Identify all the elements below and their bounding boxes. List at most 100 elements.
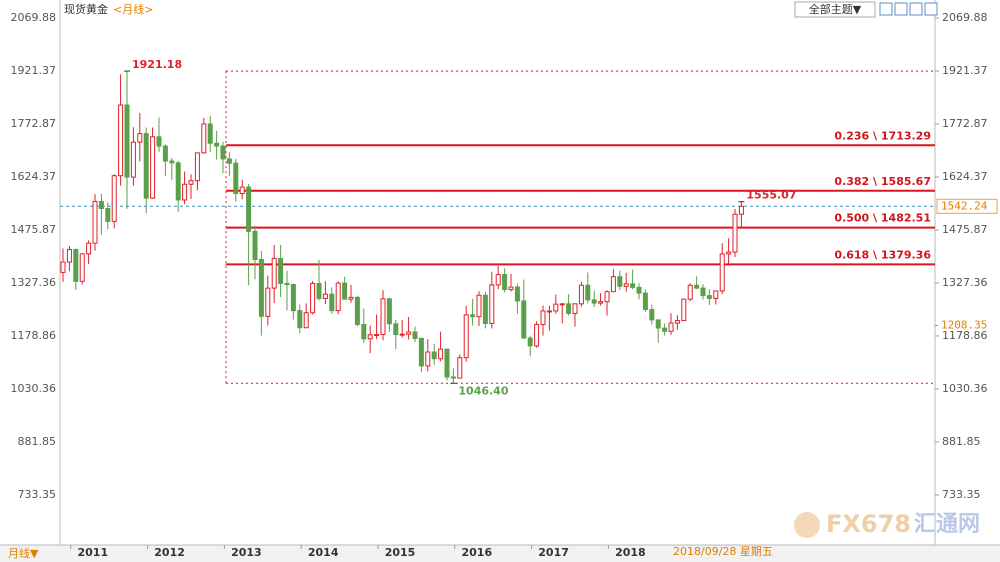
candle-body <box>470 314 476 318</box>
y2-tick-label: 1921.37 <box>942 64 988 77</box>
candle-body <box>572 303 578 314</box>
candle-body <box>258 259 264 317</box>
candle-body <box>591 299 597 304</box>
candle-body <box>476 294 482 318</box>
candle-body <box>431 351 437 360</box>
candle-body <box>66 249 72 263</box>
candle-body <box>553 303 559 312</box>
candle-body <box>489 284 495 324</box>
watermark-name: 汇通网 <box>914 512 980 537</box>
candle-body <box>354 296 360 326</box>
y2-tick-label: 1030.36 <box>942 382 988 395</box>
candle-body <box>322 293 328 299</box>
theme-button[interactable] <box>794 1 876 18</box>
y2-tick-label: 1624.37 <box>942 170 988 183</box>
candle-body <box>105 208 111 222</box>
candle-body <box>700 287 706 297</box>
watermark-logo <box>794 512 820 538</box>
candle-body <box>86 242 92 255</box>
candle-body <box>194 152 200 182</box>
candle-body <box>310 282 316 314</box>
candle-body <box>617 276 623 287</box>
candle-body <box>361 324 367 340</box>
candle-body <box>694 284 700 289</box>
y-tick-label: 1624.37 <box>11 170 57 183</box>
candle-body <box>463 314 469 359</box>
y-tick-label: 1327.36 <box>11 276 57 289</box>
candle-body <box>534 324 540 347</box>
candle-body <box>335 282 341 312</box>
fib-label: 0.500 \ 1482.51 <box>834 212 931 225</box>
candle-body <box>399 333 405 336</box>
candle-body <box>386 298 392 325</box>
y-tick-label: 1030.36 <box>11 382 57 395</box>
candle-body <box>297 310 303 329</box>
toolbar-icons[interactable] <box>879 2 938 16</box>
candle-body <box>226 158 232 164</box>
period-label: <月线> <box>113 2 153 16</box>
candle-body <box>540 310 546 326</box>
fib-label: 0.236 \ 1713.29 <box>834 129 931 142</box>
candle-body <box>303 312 309 329</box>
candle-body <box>367 334 373 340</box>
candle-body <box>457 357 463 379</box>
x-tick-label: 2016 <box>461 546 492 559</box>
candle-body <box>252 230 258 261</box>
candle-body <box>92 200 98 244</box>
candle-body <box>162 145 168 162</box>
candle-body <box>578 284 584 305</box>
annotation-label: 1555.07 <box>746 189 796 202</box>
candle-body <box>182 183 188 201</box>
candle-body <box>482 294 488 324</box>
candle-body <box>220 145 226 160</box>
candle-body <box>239 186 245 195</box>
candle-body <box>188 180 194 185</box>
candle-body <box>706 295 712 299</box>
candle-body <box>380 298 386 336</box>
candle-body <box>719 253 725 292</box>
period-button[interactable]: 月线▼ <box>8 546 39 560</box>
y2-tick-label: 881.85 <box>942 435 981 448</box>
candle-body <box>726 251 732 255</box>
candle-body <box>98 200 104 210</box>
candle-body <box>495 274 501 286</box>
candle-body <box>681 298 687 322</box>
candle-body <box>738 205 744 215</box>
y2-tick-label: 733.35 <box>942 488 981 501</box>
theme-button-label[interactable]: 全部主题▼ <box>809 2 862 16</box>
y-tick-label: 881.85 <box>18 435 57 448</box>
candle-body <box>598 301 604 304</box>
last-price-box <box>936 198 998 214</box>
candle-body <box>137 133 143 143</box>
candle-body <box>566 303 572 314</box>
candle-body <box>610 276 616 293</box>
fib-label: 0.618 \ 1379.36 <box>834 248 931 261</box>
x-tick-label: 2015 <box>385 546 416 559</box>
candle-body <box>649 309 655 321</box>
x-tick-label: 2017 <box>538 546 569 559</box>
candle-body <box>156 136 162 147</box>
candle-body <box>150 136 156 199</box>
y-tick-label: 2069.88 <box>11 11 57 24</box>
last-price-label: 1542.24 <box>941 199 988 212</box>
candle-body <box>662 327 668 332</box>
y2-tick-label: 1475.87 <box>942 223 988 236</box>
x-tick-label: 2013 <box>231 546 262 559</box>
candle-body <box>348 296 354 300</box>
candle-body <box>642 292 648 311</box>
candle-body <box>502 274 508 291</box>
annotation-label: 1046.40 <box>458 384 508 397</box>
candle-body <box>130 141 136 178</box>
candle-body <box>233 162 239 195</box>
candle-body <box>514 286 520 302</box>
candle-body <box>214 142 220 147</box>
y-tick-label: 1178.86 <box>11 329 57 342</box>
candle-body <box>630 283 636 288</box>
candle-body <box>73 249 79 282</box>
candle-body <box>444 348 450 378</box>
candle-body <box>585 284 591 301</box>
candle-body <box>290 284 296 312</box>
y-tick-label: 1475.87 <box>11 223 57 236</box>
candle-body <box>342 282 348 300</box>
